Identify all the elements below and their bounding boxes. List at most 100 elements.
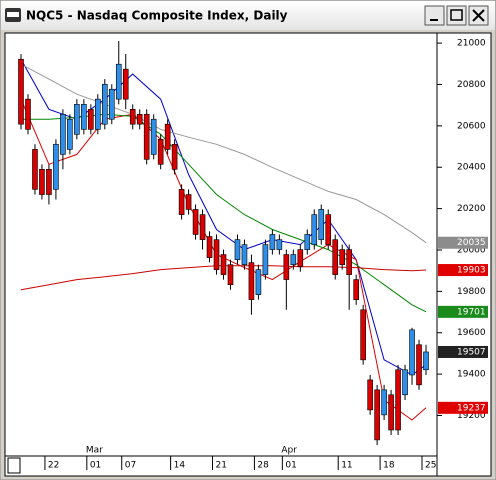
y-tick-label: 19400: [457, 370, 486, 380]
y-tick-label: 21000: [457, 39, 486, 49]
x-tick-label: 22: [48, 461, 59, 471]
candle-body: [255, 269, 262, 295]
candles: [18, 41, 429, 446]
candle-body: [206, 236, 213, 258]
candle-body: [192, 209, 199, 235]
candle-body: [220, 254, 227, 275]
candle-body: [332, 239, 339, 275]
candle-body: [136, 113, 143, 125]
last-value-label: 19701: [457, 307, 486, 317]
candle-body: [74, 104, 80, 135]
app-icon-mark: [7, 12, 19, 17]
candle-body: [325, 214, 332, 245]
candle-body: [157, 139, 164, 165]
y-tick-label: 20800: [457, 80, 486, 90]
candle-body: [129, 109, 136, 125]
y-tick-label: 19200: [457, 411, 486, 421]
candle-body: [304, 234, 311, 250]
candle-body: [409, 329, 415, 376]
month-label: Apr: [281, 446, 297, 456]
candle-body: [171, 143, 178, 170]
candle-body: [297, 249, 304, 268]
candle-body: [81, 104, 87, 130]
maximize-button[interactable]: [446, 5, 467, 26]
x-tick-label: 01: [90, 461, 101, 471]
close-icon: [472, 9, 485, 22]
candle-body: [67, 118, 73, 150]
window-buttons: [424, 5, 489, 26]
candle-body: [227, 264, 234, 286]
last-value-box: [438, 305, 488, 318]
x-tick-label: 11: [341, 461, 352, 471]
x-tick-label: 07: [125, 461, 136, 471]
candle-body: [185, 194, 192, 210]
candle-body: [143, 113, 150, 160]
candle-body: [388, 394, 394, 431]
y-tick-label: 20000: [457, 245, 486, 255]
candle-body: [269, 234, 276, 250]
candle-body: [276, 239, 283, 250]
candle-body: [353, 279, 359, 300]
candle-body: [241, 244, 248, 265]
last-value-label: 20035: [457, 238, 486, 248]
candle-body: [339, 249, 346, 265]
candle-body: [18, 58, 24, 125]
candle-body: [395, 369, 401, 431]
candle-body: [213, 239, 220, 270]
candle-body: [248, 262, 255, 300]
last-value-label: 19903: [457, 266, 486, 276]
candle-body: [290, 254, 297, 265]
x-tick-label: 21: [216, 461, 227, 471]
candle-body: [46, 168, 52, 195]
candle-body: [25, 98, 31, 130]
maximize-icon: [450, 9, 463, 21]
candle-body: [367, 379, 373, 411]
last-value-box: [438, 401, 488, 414]
candle-body: [95, 98, 101, 130]
x-tick-label: 28: [257, 461, 269, 471]
candle-body: [311, 214, 318, 245]
candle-body: [262, 244, 269, 275]
candle-body: [402, 369, 408, 396]
candle-body: [32, 149, 38, 190]
candle-body: [381, 389, 387, 416]
last-value-box: [438, 345, 488, 358]
candle-body: [115, 63, 122, 100]
moving-average-line: [20, 63, 427, 244]
candle-body: [234, 239, 241, 261]
candle-body: [39, 168, 45, 195]
candle-body: [88, 109, 94, 130]
y-tick-label: 20400: [457, 163, 486, 173]
candle-body: [178, 189, 185, 215]
candle-body: [283, 254, 290, 280]
minimize-button[interactable]: [424, 5, 445, 26]
candle-body: [53, 143, 59, 190]
month-label: Mar: [86, 446, 103, 456]
candle-body: [122, 68, 129, 100]
corner-box: [7, 457, 21, 474]
y-tick-label: 19800: [457, 287, 486, 297]
candle-body: [60, 113, 66, 155]
candle-body: [416, 344, 422, 386]
candle-body: [150, 118, 157, 155]
candle-body: [101, 83, 108, 125]
y-tick-label: 20200: [457, 204, 486, 214]
y-tick-label: 20600: [457, 121, 486, 131]
candle-body: [164, 123, 171, 150]
candle-body: [108, 88, 115, 120]
chart-frame: [4, 32, 492, 477]
last-value-label: 19237: [457, 403, 486, 413]
x-tick-label: 18: [383, 461, 395, 471]
x-tick-label: 01: [285, 461, 296, 471]
candle-body: [199, 214, 206, 240]
x-tick-label: 25: [425, 461, 436, 471]
last-value-box: [438, 264, 488, 277]
candle-body: [346, 249, 352, 275]
y-tick-label: 19600: [457, 328, 486, 338]
candle-body: [374, 389, 380, 441]
title-bar: [1, 1, 495, 30]
last-value-label: 19507: [457, 347, 486, 357]
x-tick-label: 14: [174, 461, 186, 471]
window-title: NQC5 - Nasdaq Composite Index, Daily: [26, 9, 288, 23]
